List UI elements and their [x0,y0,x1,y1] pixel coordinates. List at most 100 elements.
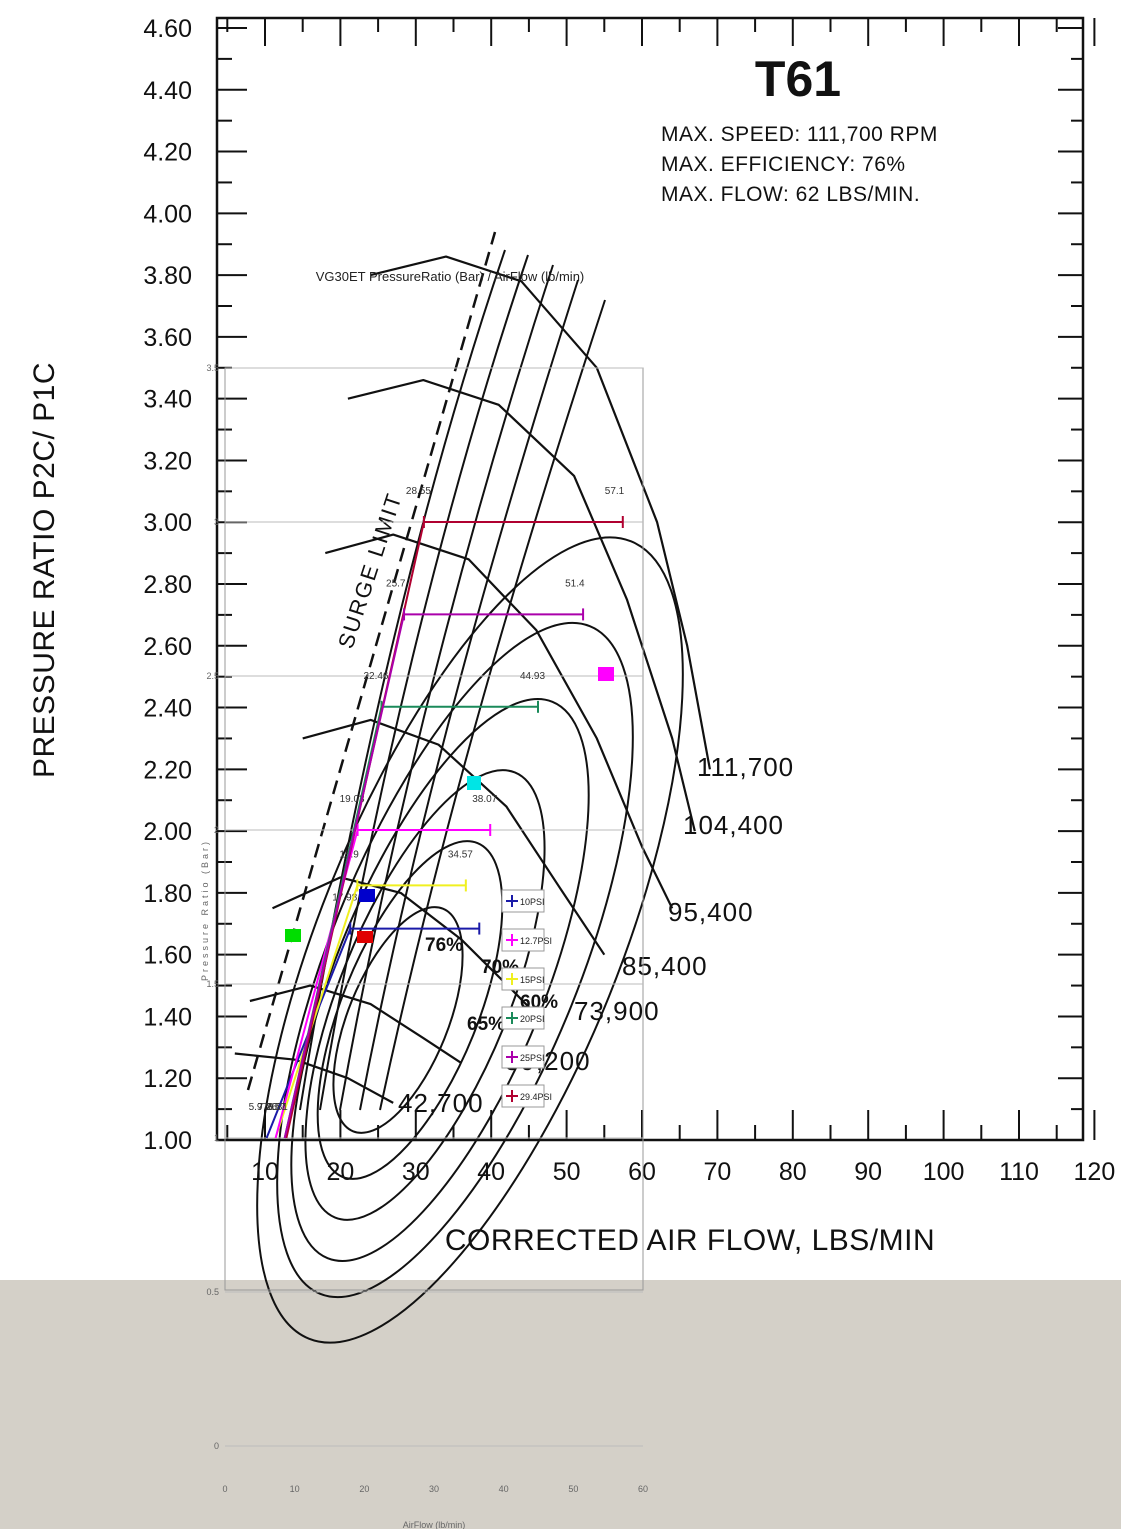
y-axis-title: PRESSURE RATIO P2C/ P1C [28,362,61,778]
overlay-x-tick-label: 20 [359,1484,369,1494]
y-tick-label: 1.20 [143,1065,192,1093]
y-tick-label: 2.00 [143,818,192,846]
plot-frame [215,16,1085,1142]
overlay-point-label: 19.03 [340,794,365,805]
main-chart: 4.60 4.40 4.20 4.00 3.80 3.60 3.40 3.20 3.00 2.80… [28,15,1116,1344]
overlay-chart: VG30ET PressureRatio (Bar) / AirFlow (lb… [200,269,648,1529]
speed-label: 111,700 [697,752,794,782]
overlay-x-tick-label: 10 [290,1484,300,1494]
speed-line [325,533,674,909]
speed-line [370,255,711,770]
overlay-title: VG30ET PressureRatio (Bar) / AirFlow (lb… [316,269,585,284]
overlay-point-label: 38.07 [472,794,497,805]
x-tick-label: 10 [251,1158,279,1186]
overlay-point-label: 5.97 [249,1102,269,1113]
spec-max-flow: MAX. FLOW: 62 LBS/MIN. [661,183,920,206]
x-tick-label: 90 [854,1158,882,1186]
x-tick-label: 100 [923,1158,965,1186]
overlay-y-title: Pressure Ratio (Bar) [200,839,210,981]
y-tick-label: 2.80 [143,571,192,599]
overlay-legend-label: 12.7PSI [520,936,552,946]
speed-labels: 111,700104,40095,40085,40073,90059,20042… [398,752,794,1118]
y-tick-label: 4.00 [143,200,192,228]
y-tick-label: 3.00 [143,509,192,537]
y-tick-label: 3.20 [143,447,192,475]
y-tick-label: 3.40 [143,386,192,414]
overlay-legend-label: 25PSI [520,1053,545,1063]
y-tick-label: 4.40 [143,77,192,105]
overlay-point-label: 34.57 [448,849,473,860]
overlay-y-tick-label: 2.5 [206,671,219,681]
efficiency-label-76: 76% [425,935,463,956]
y-tick-label: 3.80 [143,262,192,290]
overlay-point-label: 7.26 [258,1102,278,1113]
speed-line [234,1052,394,1104]
marker-magenta [598,667,614,681]
y-tick-label: 3.60 [143,324,192,352]
overlay-y-tick-label: 0 [214,1441,219,1451]
x-tick-label: 110 [999,1158,1039,1186]
marker-green [285,929,301,942]
overlay-legend-label: 20PSI [520,1014,545,1024]
x-tick-label: 30 [402,1158,430,1186]
overlay-legend: 10PSI 12.7PSI 15PSI 20PSI 25PSI 29.4PSI [501,889,552,1108]
y-tick-label: 1.60 [143,942,192,970]
spec-max-efficiency: MAX. EFFICIENCY: 76% [661,153,906,176]
x-tick-label: 50 [553,1158,581,1186]
y-tick-label: 4.20 [143,139,192,167]
overlay-y-tick-label: 1 [214,1133,219,1143]
surge-limit-line [246,231,497,1091]
gray-backdrop [0,1280,1121,1529]
efficiency-label-65: 65% [467,1014,505,1035]
y-tick-label: 2.40 [143,695,192,723]
marker-blue [359,889,375,902]
speed-lines [234,255,711,1104]
overlay-x-tick-label: 40 [499,1484,509,1494]
overlay-point-label: 28.55 [406,486,431,497]
overlay-x-tick-label: 0 [222,1484,227,1494]
overlay-y-tick-label: 3 [214,517,219,527]
overlay-x-tick-label: 50 [568,1484,578,1494]
overlay-point-label: 44.93 [520,671,545,682]
y-tick-label: 2.60 [143,633,192,661]
overlay-point-label: 22.46 [363,671,388,682]
overlay-y-tick-label: 2 [214,825,219,835]
speed-line [347,379,696,832]
overlay-legend-label: 10PSI [520,897,545,907]
overlay-point-label: 51.4 [565,578,585,589]
overlay-point-label: 8.57 [267,1102,287,1113]
overlay-legend-label: 15PSI [520,975,545,985]
speed-label: 42,700 [398,1088,484,1118]
y-tick-label: 1.40 [143,1003,192,1031]
x-tick-label: 60 [628,1158,656,1186]
overlay-x-tick-label: 30 [429,1484,439,1494]
speed-label: 104,400 [683,810,784,840]
y-tick-label: 4.60 [143,15,192,43]
overlay-point-label: 7.26 [258,1102,278,1113]
overlay-y-ticks: 3.5 3 2.5 2 1.5 1 0.5 0 [206,363,219,1451]
efficiency-contours [256,536,684,1344]
overlay-point-label: 17.98 [332,893,357,904]
overlay-point-label: 8.81 [268,1102,288,1113]
y-axis-ticks: 4.60 4.40 4.20 4.00 3.80 3.60 3.40 3.20 3.00 2.80… [143,15,1083,1155]
y-tick-label: 2.20 [143,756,192,784]
overlay-x-tick-label: 60 [638,1484,648,1494]
overlay-point-label: 25.7 [386,578,406,589]
x-tick-label: 20 [326,1158,354,1186]
overlay-point-label: 8.57 [267,1102,287,1113]
overlay-point-label: 57.1 [605,486,625,497]
chart-title: T61 [755,51,841,107]
y-tick-label: 1.00 [143,1127,192,1155]
overlay-legend-label: 29.4PSI [520,1092,552,1102]
overlay-y-tick-label: 3.5 [206,363,219,373]
speed-line [249,984,462,1064]
x-tick-label: 120 [1074,1158,1116,1186]
overlay-x-ticks: 0 10 20 30 40 50 60 [222,1484,648,1494]
speed-line [302,718,606,956]
marker-cyan [467,776,481,790]
speed-label: 73,900 [574,996,660,1026]
spec-max-speed: MAX. SPEED: 111,700 RPM [661,123,938,146]
overlay-x-title: AirFlow (lb/min) [403,1520,466,1529]
